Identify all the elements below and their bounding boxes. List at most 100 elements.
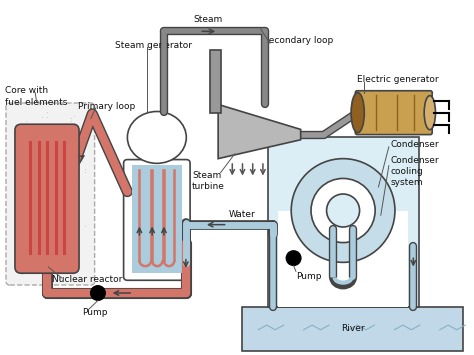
- Point: [56, 257, 64, 262]
- FancyBboxPatch shape: [15, 124, 79, 273]
- Point: [30, 213, 38, 218]
- Bar: [210, 50, 221, 113]
- Point: [11, 247, 19, 253]
- Point: [59, 226, 66, 232]
- Point: [75, 178, 83, 184]
- Point: [51, 200, 58, 205]
- Point: [51, 222, 58, 227]
- Point: [44, 148, 52, 154]
- Point: [67, 116, 75, 121]
- Point: [82, 169, 89, 175]
- Point: [68, 118, 75, 124]
- Point: [40, 189, 47, 194]
- Point: [42, 246, 49, 252]
- FancyBboxPatch shape: [356, 91, 432, 135]
- Point: [57, 230, 64, 236]
- Point: [44, 219, 51, 225]
- Point: [19, 219, 27, 225]
- Point: [81, 224, 89, 229]
- Point: [32, 165, 40, 170]
- Point: [71, 176, 79, 182]
- Point: [40, 122, 47, 127]
- Text: River: River: [341, 324, 365, 333]
- Point: [25, 193, 32, 199]
- Point: [78, 158, 85, 164]
- Point: [37, 205, 45, 211]
- Text: fuel elements: fuel elements: [5, 98, 67, 106]
- Point: [26, 257, 33, 262]
- Point: [64, 177, 72, 183]
- Circle shape: [311, 179, 375, 242]
- Point: [61, 211, 69, 217]
- Point: [27, 268, 35, 274]
- Point: [61, 178, 69, 183]
- Text: Core with: Core with: [5, 86, 48, 95]
- Point: [18, 271, 26, 277]
- Point: [66, 214, 73, 220]
- Ellipse shape: [351, 93, 365, 133]
- Point: [66, 182, 73, 188]
- Polygon shape: [218, 104, 301, 159]
- Text: Condenser: Condenser: [390, 155, 439, 165]
- Point: [70, 232, 77, 237]
- Bar: [268, 137, 419, 307]
- Point: [34, 261, 41, 266]
- Point: [43, 114, 50, 120]
- Point: [45, 251, 52, 256]
- Text: cooling: cooling: [390, 167, 423, 176]
- Text: Water: Water: [228, 210, 255, 219]
- Point: [56, 124, 64, 130]
- Text: Steam: Steam: [193, 15, 223, 24]
- Point: [67, 249, 74, 255]
- Bar: [242, 307, 463, 350]
- Text: Steam generator: Steam generator: [115, 41, 192, 50]
- Circle shape: [286, 251, 301, 266]
- Point: [42, 144, 50, 150]
- Point: [71, 258, 78, 264]
- Point: [60, 144, 67, 150]
- Point: [27, 155, 34, 161]
- Point: [38, 115, 46, 120]
- Point: [52, 188, 59, 193]
- Text: Condenser: Condenser: [390, 140, 439, 149]
- Point: [36, 241, 44, 246]
- Point: [59, 137, 66, 142]
- Point: [12, 153, 19, 159]
- Point: [51, 251, 59, 257]
- FancyBboxPatch shape: [124, 160, 190, 280]
- Point: [21, 202, 28, 208]
- Text: Secondary loop: Secondary loop: [263, 36, 333, 45]
- Ellipse shape: [424, 95, 436, 130]
- Point: [67, 230, 75, 236]
- Point: [50, 163, 58, 168]
- Point: [19, 255, 27, 261]
- Point: [70, 113, 78, 119]
- Point: [44, 109, 51, 115]
- Point: [14, 182, 22, 188]
- Point: [71, 120, 79, 126]
- Point: [20, 201, 27, 207]
- Point: [31, 194, 38, 200]
- Point: [20, 261, 27, 267]
- Point: [51, 228, 58, 233]
- Point: [37, 123, 45, 129]
- Point: [59, 179, 66, 185]
- Point: [81, 166, 89, 172]
- Point: [13, 154, 20, 160]
- Point: [33, 217, 40, 222]
- Text: Pump: Pump: [82, 308, 108, 317]
- Point: [73, 200, 81, 206]
- Point: [45, 125, 52, 131]
- Point: [24, 132, 32, 137]
- Text: Pump: Pump: [296, 272, 321, 280]
- Point: [31, 136, 39, 142]
- Point: [24, 192, 31, 198]
- Point: [42, 158, 50, 164]
- Point: [73, 236, 80, 242]
- Circle shape: [327, 194, 360, 227]
- Point: [65, 198, 73, 204]
- Point: [44, 268, 52, 273]
- Point: [60, 170, 68, 176]
- Circle shape: [91, 286, 105, 300]
- Point: [42, 146, 49, 152]
